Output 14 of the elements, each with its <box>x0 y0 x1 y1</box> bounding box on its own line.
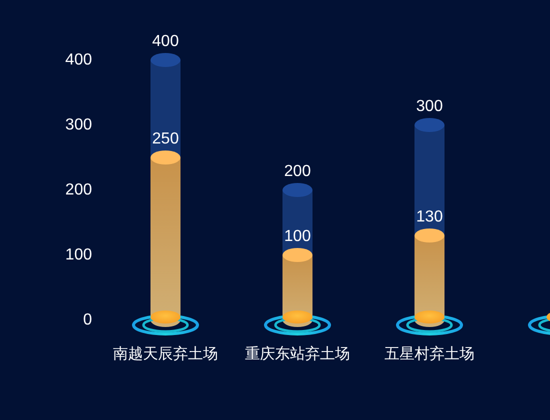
data-label: 100 <box>284 228 311 245</box>
data-label: 300 <box>416 98 443 115</box>
data-label: 250 <box>152 130 179 148</box>
y-tick-label: 400 <box>65 52 92 68</box>
data-label: 400 <box>152 33 179 50</box>
data-label: 130 <box>416 208 443 226</box>
y-tick-label: 100 <box>65 246 92 264</box>
x-tick-label: 五星村弃土场 <box>384 346 474 362</box>
y-tick-label: 0 <box>83 312 92 328</box>
x-tick-label: 重庆东站弃土场 <box>245 346 350 362</box>
data-label: 200 <box>284 163 311 180</box>
y-tick-label: 300 <box>65 116 92 134</box>
x-tick-label: 南越天辰弃土场 <box>113 346 218 362</box>
y-tick-label: 200 <box>65 182 92 198</box>
